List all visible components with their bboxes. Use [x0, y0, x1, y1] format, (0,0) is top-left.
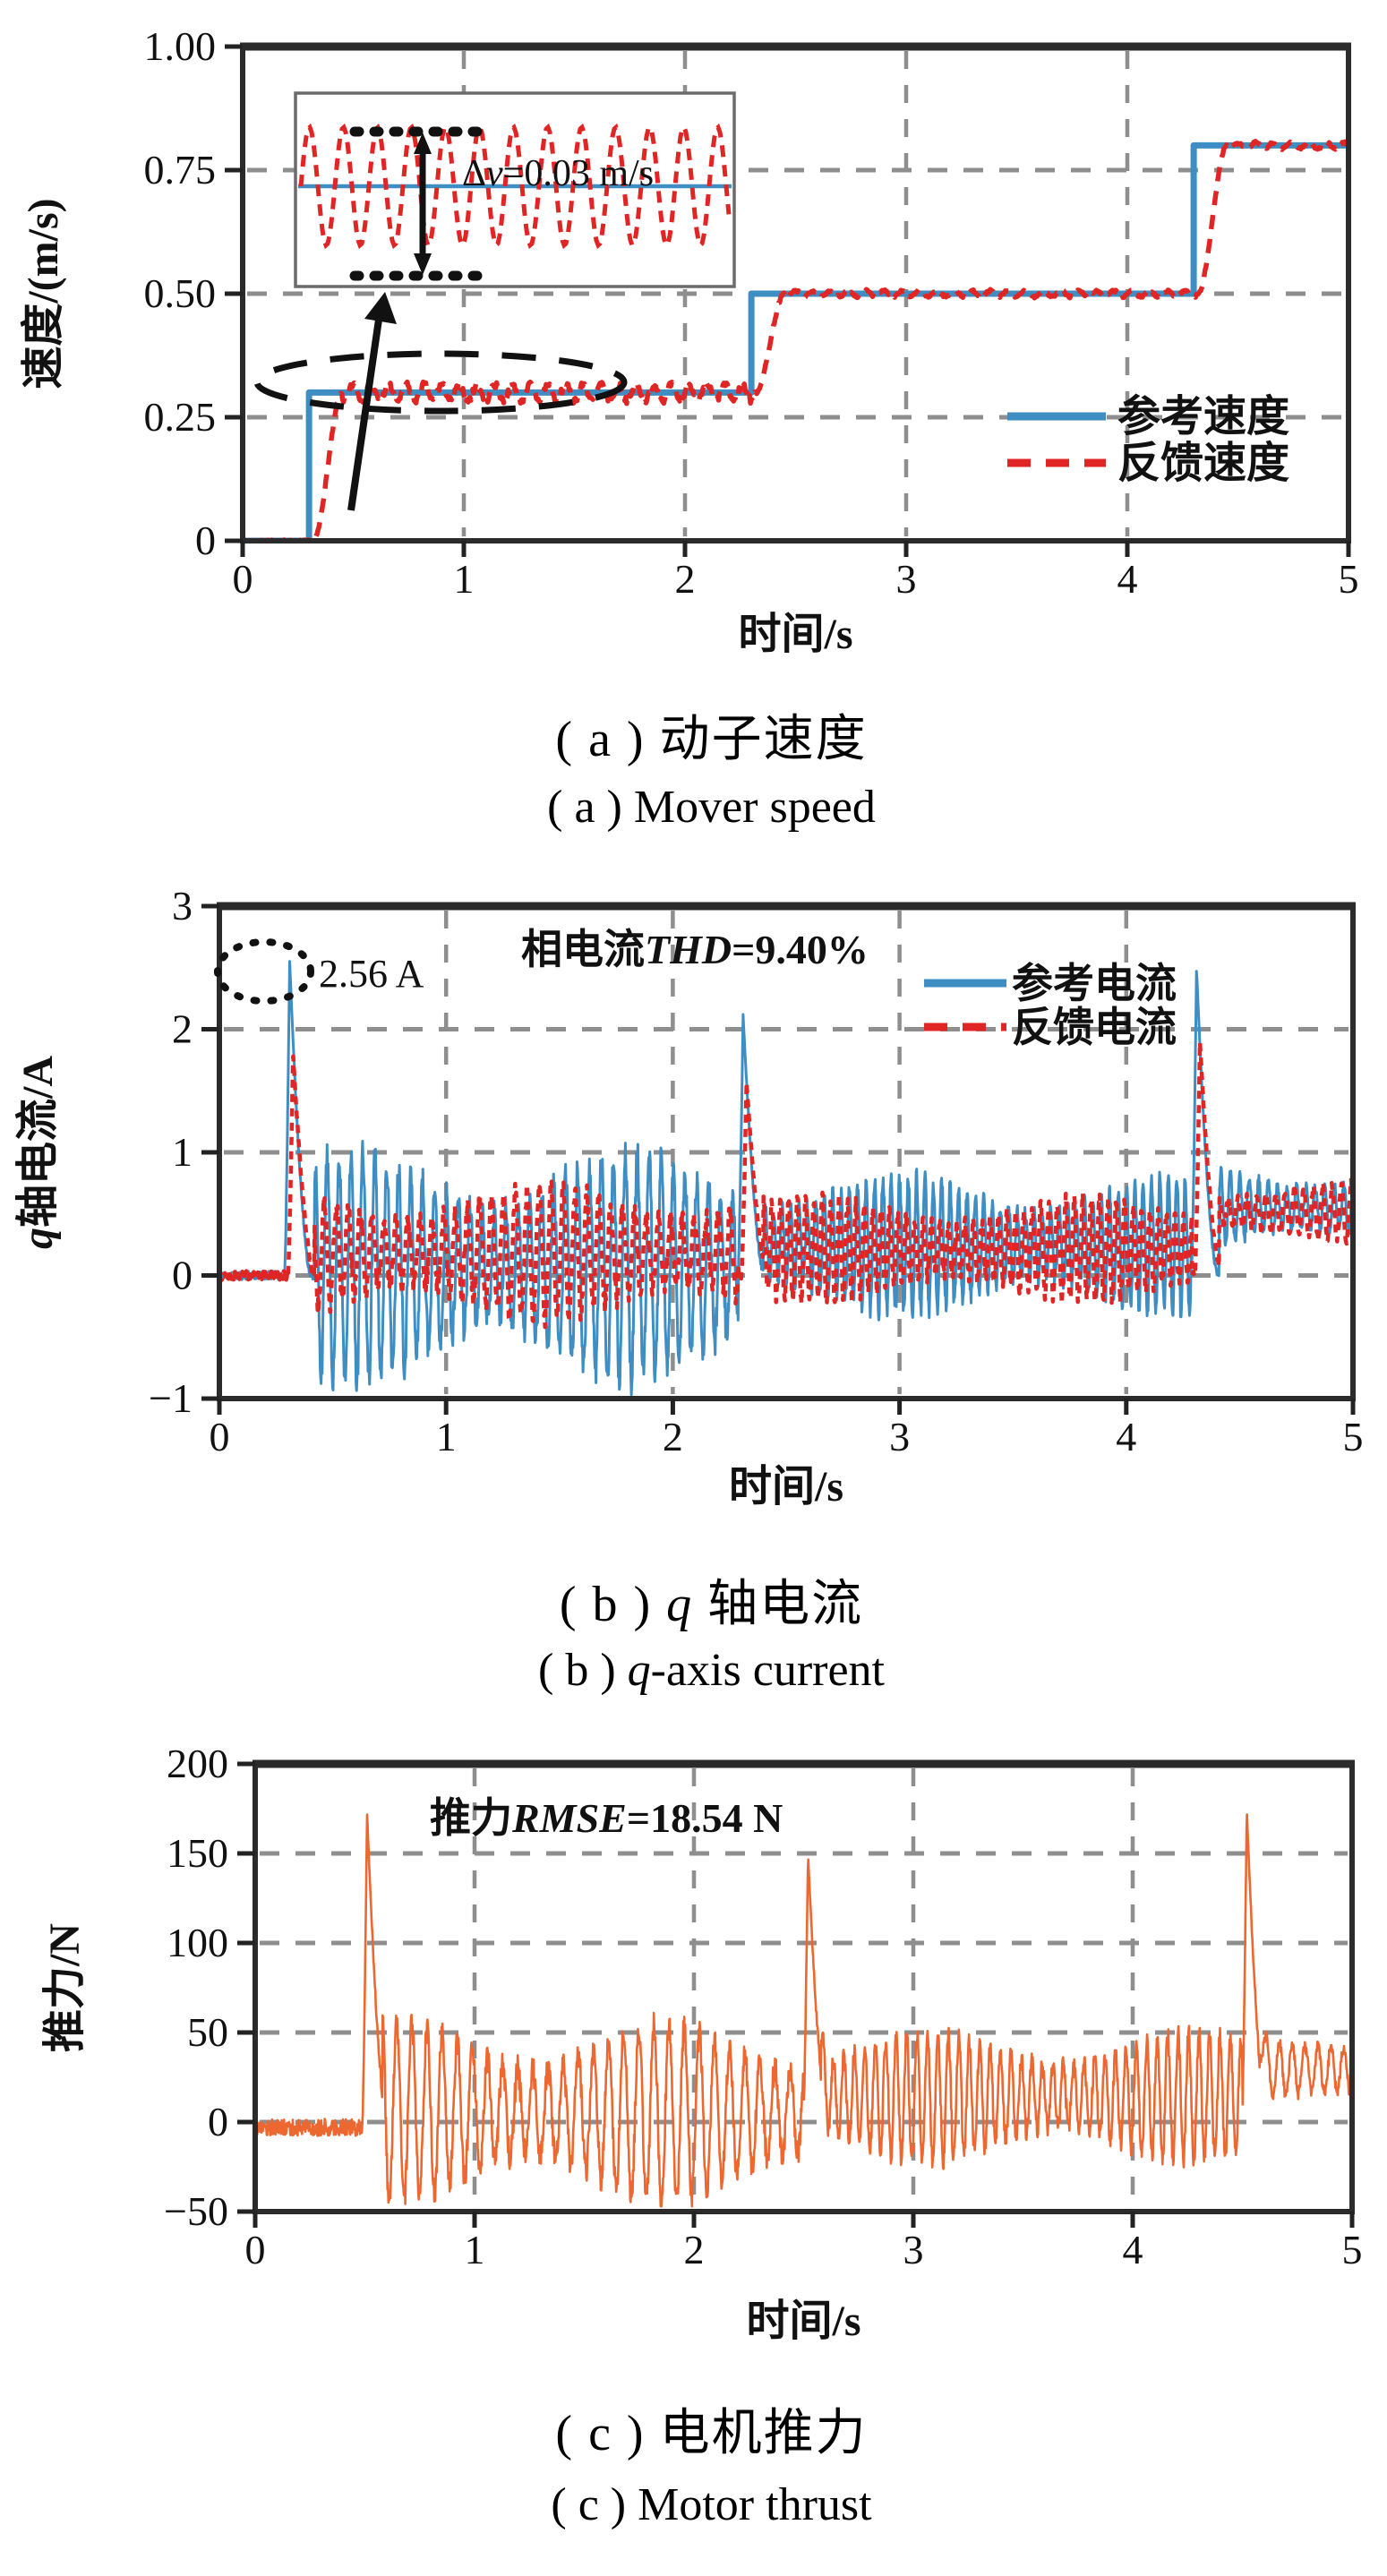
y-axis-label: 速度/(m/s): [20, 198, 67, 389]
y-tick-label: 3: [172, 883, 193, 929]
axis-ticks: [225, 44, 1351, 557]
annotations: 推力RMSE=18.54 N: [430, 1795, 783, 1841]
arrow-head: [364, 292, 397, 324]
y-tick-label: 200: [167, 1741, 228, 1786]
legend-label: 参考速度: [1117, 393, 1289, 441]
x-tick-label: 4: [1117, 556, 1138, 602]
y-tick-label: 0: [208, 2099, 228, 2144]
motor-thrust-chart: 0 1 2 3 4 5 −50 0 50 100 150 200 时间/s 推力/N 推力RMSE=18.5…: [41, 1741, 1363, 2345]
inset: Δv=0.03 m/s: [294, 91, 736, 288]
y-tick-label: 100: [167, 1920, 228, 1965]
series-group: [243, 139, 1348, 541]
inset-arrow-head-up: [414, 133, 432, 154]
y-tick-label: 2: [172, 1006, 193, 1052]
caption-b-english: ( b ) q-axis current: [538, 1645, 885, 1696]
x-tick-label: 3: [889, 1414, 910, 1459]
y-tick-label: 0.50: [144, 270, 217, 316]
caption-a-english: ( a ) Mover speed: [547, 782, 876, 833]
ripple-highlight-ellipse: [253, 350, 628, 415]
x-tick-label: 5: [1343, 1414, 1364, 1459]
series-trace: [243, 139, 1348, 541]
series-trace: [219, 960, 1353, 1397]
x-tick-label: 2: [684, 2227, 705, 2272]
peak-value-label: 2.56 A: [319, 952, 424, 996]
x-axis-label: 时间/s: [738, 611, 852, 658]
legend-label: 参考电流: [1012, 961, 1177, 1006]
y-tick-label: 1: [172, 1129, 193, 1175]
annotations: 2.56 A 相电流THD=9.40%: [214, 927, 869, 1005]
x-tick-label: 3: [896, 556, 917, 602]
axis-ticks: [201, 903, 1356, 1415]
legend-label: 反馈速度: [1117, 440, 1289, 487]
series-trace: [219, 1040, 1353, 1330]
rmse-label: 推力RMSE=18.54 N: [430, 1795, 783, 1841]
y-tick-label: −1: [149, 1375, 193, 1421]
y-tick-label: 0.75: [144, 147, 217, 193]
arrow-shaft: [347, 312, 383, 511]
x-tick-label: 4: [1116, 1414, 1136, 1459]
peak-highlight-ellipse: [214, 938, 314, 1005]
caption-c-chinese: ( c ) 电机推力: [555, 2406, 868, 2461]
y-tick-label: 0.25: [144, 394, 217, 440]
x-axis-label: 时间/s: [729, 1463, 843, 1511]
x-tick-label: 5: [1342, 2227, 1363, 2272]
x-tick-label: 5: [1339, 556, 1359, 602]
plot-frame: [253, 1761, 1355, 2214]
y-tick-label: 50: [187, 2009, 228, 2055]
y-tick-label: 150: [167, 1830, 228, 1876]
series-group: [255, 1813, 1352, 2208]
thd-label: 相电流THD=9.40%: [521, 927, 869, 972]
y-tick-label: −50: [164, 2188, 228, 2234]
y-axis-label: 推力/N: [41, 1923, 89, 2052]
mover-speed-chart: 0 1 2 3 4 5 0 0.25 0.50 0.75 1.00 时间/s 速度/(m/s) 参考速度反…: [20, 23, 1359, 658]
y-tick-label: 1.00: [144, 23, 217, 69]
y-tick-label: 0: [172, 1253, 193, 1298]
x-tick-label: 0: [245, 2227, 266, 2272]
x-tick-label: 1: [454, 556, 475, 602]
x-tick-label: 4: [1123, 2227, 1143, 2272]
caption-b-chinese: ( b ) q 轴电流: [559, 1577, 864, 1632]
gridlines: [260, 1768, 1348, 2207]
inset-feedback-wave: [298, 123, 732, 250]
x-tick-label: 1: [436, 1414, 457, 1459]
x-tick-label: 2: [663, 1414, 683, 1459]
series-group: [219, 960, 1353, 1397]
annotations: [253, 292, 628, 511]
y-axis-label: q轴电流/A: [14, 1056, 62, 1249]
x-tick-label: 2: [675, 556, 696, 602]
inset-delta-v-label: Δv=0.03 m/s: [462, 153, 654, 194]
caption-a-chinese: ( a ) 动子速度: [555, 712, 868, 767]
x-tick-label: 0: [210, 1414, 230, 1459]
series-trace: [255, 1813, 1352, 2208]
legend-label: 反馈电流: [1012, 1005, 1177, 1050]
inset-arrow-head-down: [414, 253, 432, 275]
caption-c-english: ( c ) Motor thrust: [551, 2479, 872, 2530]
x-tick-label: 3: [903, 2227, 924, 2272]
x-tick-label: 1: [465, 2227, 485, 2272]
y-tick-label: 0: [195, 518, 216, 563]
series-reference: [243, 141, 1348, 541]
axis-ticks: [237, 1761, 1355, 2228]
x-tick-label: 0: [233, 556, 253, 602]
x-axis-label: 时间/s: [746, 2298, 860, 2345]
